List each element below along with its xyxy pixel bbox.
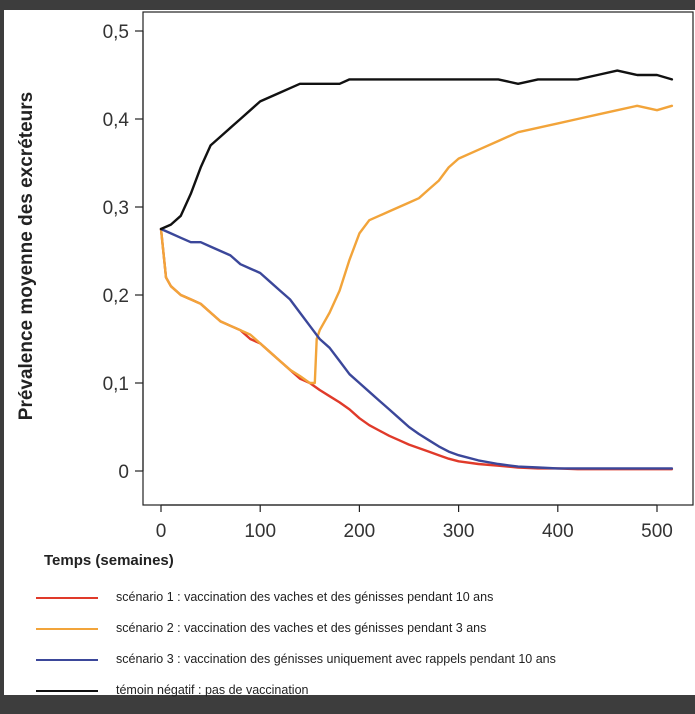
legend-item: scénario 1 : vaccination des vaches et d…	[36, 590, 695, 621]
x-tick-label: 300	[443, 521, 475, 542]
x-axis-label: Temps (semaines)	[44, 552, 174, 569]
x-tick-label: 500	[641, 521, 673, 542]
legend-label: scénario 2 : vaccination des vaches et d…	[116, 621, 487, 635]
y-tick-label: 0	[118, 462, 129, 483]
legend-item: scénario 3 : vaccination des génisses un…	[36, 652, 695, 683]
plot-area-border	[142, 11, 694, 506]
x-tick-label: 0	[156, 521, 167, 542]
series-line-2	[159, 104, 674, 385]
series-line-3	[159, 227, 674, 470]
chart-frame: 0 100 200 300 400 500 0 0,1 0,2 0,3 0,4 0,5 Préval…	[4, 10, 695, 697]
legend-item: témoin négatif : pas de vaccination	[36, 683, 695, 714]
y-tick-label: 0,1	[103, 374, 129, 395]
x-tick-label: 100	[244, 521, 276, 542]
y-tick-label: 0,4	[103, 110, 130, 131]
legend-swatch	[36, 690, 98, 692]
y-tick-label: 0,5	[103, 22, 129, 43]
x-tick-label: 400	[542, 521, 574, 542]
legend-item: scénario 2 : vaccination des vaches et d…	[36, 621, 695, 652]
legend-swatch	[36, 628, 98, 630]
line-chart: 0 100 200 300 400 500 0 0,1 0,2 0,3 0,4 0,5 Préval…	[16, 11, 694, 542]
y-tick-label: 0,2	[103, 286, 129, 307]
y-tick-label: 0,3	[103, 198, 129, 219]
legend-swatch	[36, 659, 98, 661]
legend-label: témoin négatif : pas de vaccination	[116, 683, 309, 697]
legend: scénario 1 : vaccination des vaches et d…	[36, 590, 695, 714]
x-tick-label: 200	[344, 521, 376, 542]
legend-label: scénario 1 : vaccination des vaches et d…	[116, 590, 494, 604]
legend-swatch	[36, 597, 98, 599]
legend-label: scénario 3 : vaccination des génisses un…	[116, 652, 556, 666]
y-axis-label: Prévalence moyenne des excréteurs	[16, 92, 37, 420]
series-line-4	[159, 69, 674, 231]
